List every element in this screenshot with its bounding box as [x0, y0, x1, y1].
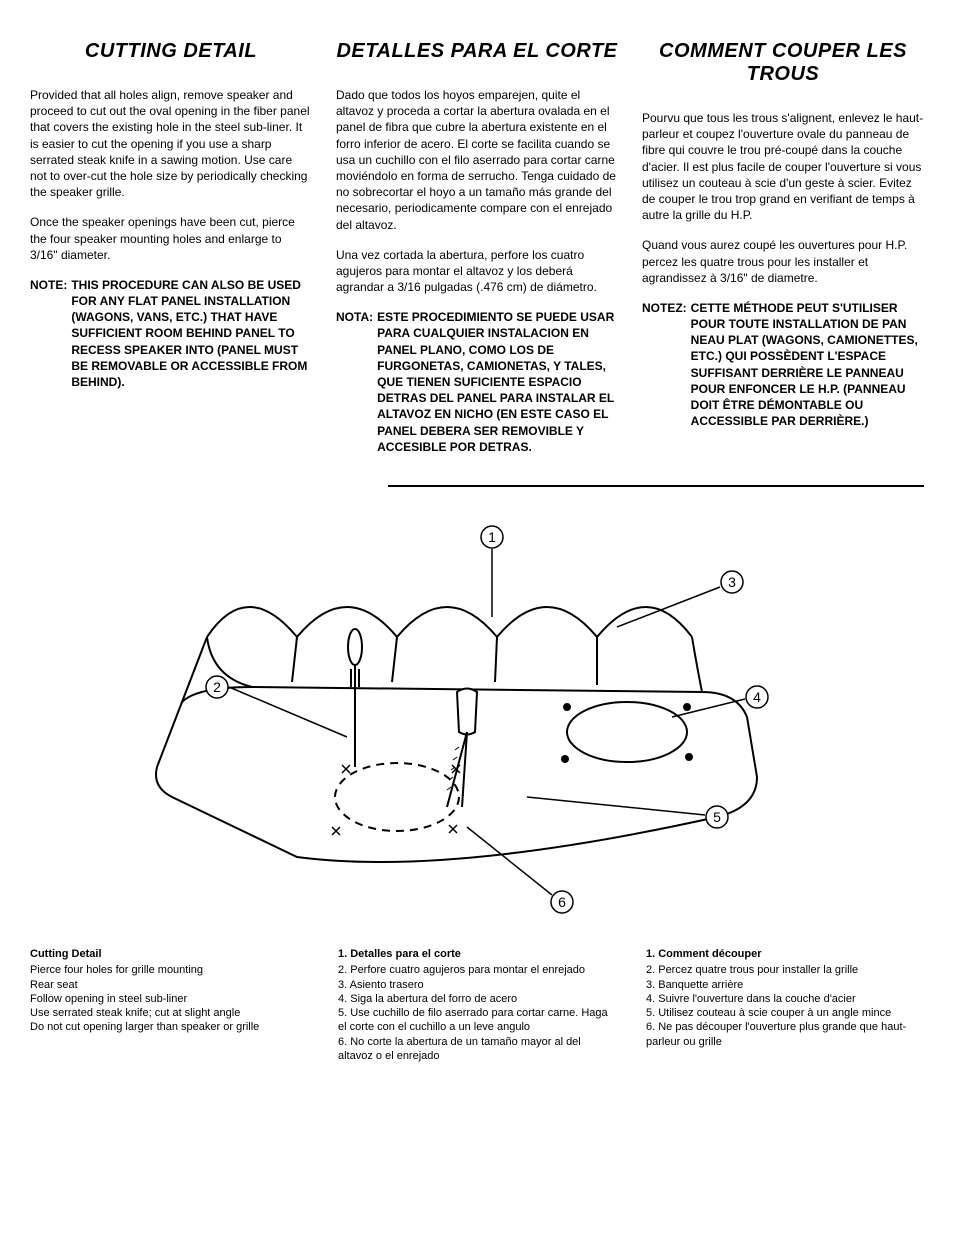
legend-title-es: 1. Detalles para el corte — [338, 947, 616, 961]
legend-item-en-2: Follow opening in steel sub-liner — [30, 992, 308, 1006]
divider-rule — [388, 485, 924, 487]
legend-item-fr-4: 6. Ne pas découper l'ouverture plus gran… — [646, 1020, 924, 1049]
callout-number-1: 1 — [488, 529, 496, 545]
note-body-fr: CETTE MÉTHODE PEUT S'UTILISER POUR TOUTE… — [691, 300, 924, 430]
para-fr-1: Pourvu que tous les trous s'alignent, en… — [642, 110, 924, 223]
para-es-2: Una vez cortada la abertura, perfore los… — [336, 247, 618, 296]
callout-number-2: 2 — [213, 679, 221, 695]
legend-en: Cutting Detail Pierce four holes for gri… — [30, 947, 308, 1063]
legend-item-fr-0: 2. Percez quatre trous pour installer la… — [646, 963, 924, 977]
note-fr: NOTEZ: CETTE MÉTHODE PEUT S'UTILISER POU… — [642, 300, 924, 430]
legend-item-fr-3: 5. Utilisez couteau à scie couper à un a… — [646, 1006, 924, 1020]
title-es: DETALLES PARA EL CORTE — [336, 40, 618, 63]
legend-item-fr-2: 4. Suivre l'ouverture dans la couche d'a… — [646, 992, 924, 1006]
note-es: NOTA: ESTE PROCEDIMIENTO SE PUEDE USAR P… — [336, 309, 618, 455]
legend-item-es-1: 3. Asiento trasero — [338, 978, 616, 992]
column-es: DETALLES PARA EL CORTE Dado que todos lo… — [336, 40, 618, 455]
title-fr: COMMENT COUPER LES TROUS — [642, 40, 924, 86]
note-label-en: NOTE: — [30, 277, 67, 390]
instruction-columns: CUTTING DETAIL Provided that all holes a… — [30, 40, 924, 455]
legend-columns: Cutting Detail Pierce four holes for gri… — [30, 947, 924, 1063]
note-label-fr: NOTEZ: — [642, 300, 687, 430]
column-en: CUTTING DETAIL Provided that all holes a… — [30, 40, 312, 455]
callout-number-5: 5 — [713, 809, 721, 825]
legend-item-en-1: Rear seat — [30, 978, 308, 992]
legend-item-en-4: Do not cut opening larger than speaker o… — [30, 1020, 308, 1034]
para-es-1: Dado que todos los hoyos emparejen, quit… — [336, 87, 618, 233]
cutting-diagram: 1 2 3 4 5 6 — [30, 507, 924, 917]
legend-item-es-0: 2. Perfore cuatro agujeros para montar e… — [338, 963, 616, 977]
note-en: NOTE: THIS PROCEDURE CAN ALSO BE USED FO… — [30, 277, 312, 390]
legend-title-en: Cutting Detail — [30, 947, 308, 961]
callout-number-6: 6 — [558, 894, 566, 910]
note-label-es: NOTA: — [336, 309, 373, 455]
legend-item-fr-1: 3. Banquette arrière — [646, 978, 924, 992]
callout-number-3: 3 — [728, 574, 736, 590]
title-en: CUTTING DETAIL — [30, 40, 312, 63]
note-body-es: ESTE PROCEDIMIENTO SE PUEDE USAR PARA CU… — [377, 309, 618, 455]
note-body-en: THIS PROCEDURE CAN ALSO BE USED FOR ANY … — [71, 277, 312, 390]
legend-item-es-2: 4. Siga la abertura del forro de acero — [338, 992, 616, 1006]
legend-item-en-3: Use serrated steak knife; cut at slight … — [30, 1006, 308, 1020]
para-en-1: Provided that all holes align, remove sp… — [30, 87, 312, 200]
legend-fr: 1. Comment découper 2. Percez quatre tro… — [646, 947, 924, 1063]
diagram-svg: 1 2 3 4 5 6 — [97, 507, 857, 917]
para-en-2: Once the speaker openings have been cut,… — [30, 214, 312, 263]
callout-number-4: 4 — [753, 689, 761, 705]
column-fr: COMMENT COUPER LES TROUS Pourvu que tous… — [642, 40, 924, 455]
para-fr-2: Quand vous aurez coupé les ouvertures po… — [642, 237, 924, 286]
legend-title-fr: 1. Comment découper — [646, 947, 924, 961]
legend-es: 1. Detalles para el corte 2. Perfore cua… — [338, 947, 616, 1063]
legend-item-en-0: Pierce four holes for grille mounting — [30, 963, 308, 977]
legend-item-es-4: 6. No corte la abertura de un tamaño may… — [338, 1035, 616, 1064]
legend-item-es-3: 5. Use cuchillo de filo aserrado para co… — [338, 1006, 616, 1035]
